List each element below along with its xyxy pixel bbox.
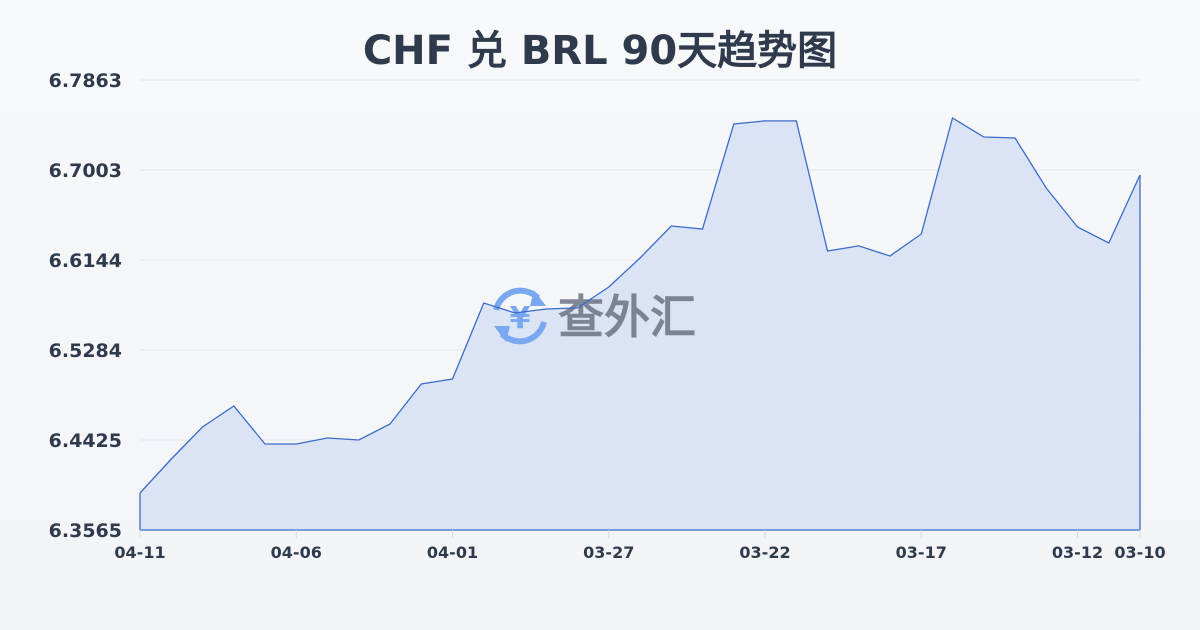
svg-text:¥: ¥ — [510, 301, 531, 336]
y-tick-label: 6.5284 — [49, 340, 122, 362]
x-tick-label: 03-12 — [1052, 543, 1103, 562]
x-tick-label: 03-17 — [896, 543, 947, 562]
yen-exchange-icon: ¥ — [493, 287, 547, 345]
x-tick-label: 04-01 — [427, 543, 478, 562]
area-fill — [140, 118, 1140, 530]
y-tick-label: 6.6144 — [49, 250, 122, 272]
chart-title: CHF 兑 BRL 90天趋势图 — [362, 28, 838, 74]
y-tick-label: 6.4425 — [49, 430, 122, 452]
x-tick-label: 03-27 — [583, 543, 634, 562]
x-tick-label: 04-06 — [271, 543, 322, 562]
x-tick-label: 03-10 — [1114, 543, 1165, 562]
x-tick-label: 03-22 — [739, 543, 790, 562]
y-tick-label: 6.3565 — [49, 520, 122, 542]
watermark: ¥ 查外汇 — [493, 287, 696, 345]
y-tick-label: 6.7863 — [49, 70, 122, 92]
y-tick-label: 6.7003 — [49, 160, 122, 182]
watermark-text: 查外汇 — [558, 290, 696, 344]
x-tick-label: 04-11 — [114, 543, 165, 562]
